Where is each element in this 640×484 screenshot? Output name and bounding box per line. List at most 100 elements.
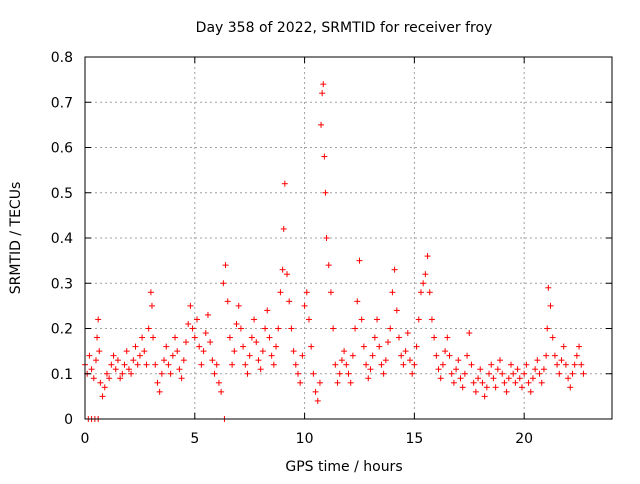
data-point <box>466 330 473 337</box>
data-point <box>119 370 126 377</box>
data-point <box>545 284 552 291</box>
data-point <box>95 316 102 323</box>
data-point <box>457 375 464 382</box>
grid <box>85 57 612 419</box>
data-point <box>360 343 367 350</box>
data-point <box>380 370 387 377</box>
data-point <box>255 357 262 364</box>
data-point <box>481 393 488 400</box>
data-point <box>312 388 319 395</box>
data-point <box>415 316 422 323</box>
data-point <box>363 361 370 368</box>
data-point <box>334 379 341 386</box>
data-point <box>156 388 163 395</box>
data-point <box>97 379 104 386</box>
data-point <box>320 81 327 88</box>
x-axis-label: GPS time / hours <box>285 459 402 475</box>
data-point <box>301 302 308 309</box>
data-point <box>409 370 416 377</box>
data-point <box>191 334 198 341</box>
data-point <box>310 370 317 377</box>
data-point <box>213 361 220 368</box>
data-point <box>417 289 424 296</box>
data-point <box>112 366 119 373</box>
data-point <box>165 361 172 368</box>
data-point <box>501 379 508 386</box>
data-point <box>518 384 525 391</box>
y-tick-label: 0 <box>64 412 73 428</box>
data-point <box>433 352 440 359</box>
data-point <box>529 375 536 382</box>
data-point <box>154 379 161 386</box>
data-point <box>393 307 400 314</box>
data-point <box>540 366 547 373</box>
axis-ticks: 0 0.1 0.2 0.3 0.4 0.5 0.6 0.7 0.8 0 5 10 15 20 <box>51 50 612 447</box>
data-point <box>244 370 251 377</box>
data-point <box>536 370 543 377</box>
data-point <box>398 352 405 359</box>
data-point <box>290 348 297 355</box>
data-point <box>549 334 556 341</box>
data-point <box>322 189 329 196</box>
data-point <box>352 325 359 332</box>
data-point <box>567 384 574 391</box>
data-point <box>286 298 293 305</box>
data-point <box>176 366 183 373</box>
y-tick-label: 0.7 <box>51 95 73 111</box>
data-point <box>562 361 569 368</box>
data-point <box>374 316 381 323</box>
data-point <box>172 334 179 341</box>
data-point <box>237 325 244 332</box>
data-point <box>497 357 504 364</box>
data-point <box>499 370 506 377</box>
y-tick-label: 0.8 <box>51 50 73 66</box>
data-point <box>303 289 310 296</box>
data-point <box>280 225 287 232</box>
data-point <box>569 370 576 377</box>
data-point <box>420 280 427 287</box>
data-point <box>523 361 530 368</box>
data-point <box>488 361 495 368</box>
data-point <box>202 330 209 337</box>
data-point <box>538 379 545 386</box>
data-point <box>532 366 539 373</box>
data-point <box>422 271 429 278</box>
data-point <box>125 366 132 373</box>
data-point <box>281 180 288 187</box>
data-point <box>211 370 218 377</box>
data-point <box>558 357 565 364</box>
data-point <box>330 325 337 332</box>
data-point <box>198 361 205 368</box>
data-point <box>516 375 523 382</box>
data-point <box>169 352 176 359</box>
data-point <box>242 361 249 368</box>
data-point <box>365 375 372 382</box>
data-point <box>185 320 192 327</box>
data-point <box>174 348 181 355</box>
data-point <box>318 121 325 128</box>
data-point <box>411 361 418 368</box>
data-point <box>161 357 168 364</box>
data-point <box>321 153 328 160</box>
data-point <box>391 266 398 273</box>
data-point <box>486 370 493 377</box>
data-point <box>479 379 486 386</box>
data-point <box>319 90 326 97</box>
x-tick-label: 0 <box>81 431 90 447</box>
data-point <box>332 361 339 368</box>
data-point <box>136 352 143 359</box>
data-point <box>468 361 475 368</box>
data-point <box>204 311 211 318</box>
data-point <box>459 384 466 391</box>
data-point <box>345 370 352 377</box>
data-point <box>148 302 155 309</box>
data-point <box>547 302 554 309</box>
data-point <box>101 384 108 391</box>
y-tick-label: 0.3 <box>51 276 73 292</box>
data-point <box>183 339 190 346</box>
data-point <box>96 348 103 355</box>
data-point <box>356 257 363 264</box>
data-point <box>106 375 113 382</box>
data-point <box>400 361 407 368</box>
